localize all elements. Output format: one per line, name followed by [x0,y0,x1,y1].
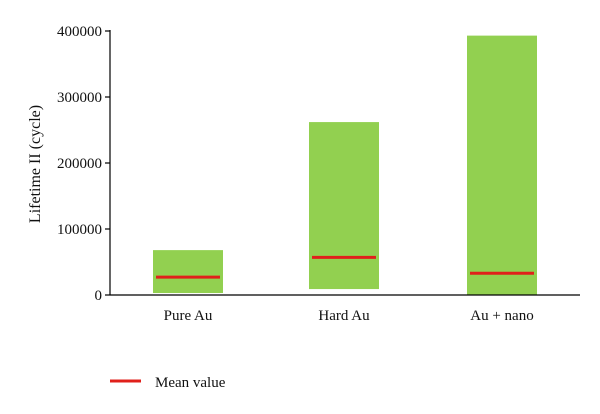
x-tick-label: Au + nano [470,308,533,324]
bars-group [153,35,537,296]
legend-mean-label: Mean value [155,375,226,391]
x-tick-label: Pure Au [164,308,213,324]
range-bar-au-nano [467,35,537,296]
y-tick-label: 200000 [57,156,102,172]
mean-lines-group [156,255,534,279]
range-bar-pure-au [153,250,223,294]
x-labels-group: Pure Au Hard Au Au + nano [164,308,534,324]
y-tick-label: 300000 [57,90,102,106]
y-axis-title: Lifetime II (cycle) [27,105,44,223]
legend: Mean value [110,375,226,391]
y-ticks-group: 0 100000 200000 300000 400000 [57,24,110,304]
y-tick-label: 400000 [57,24,102,40]
x-tick-label: Hard Au [318,308,370,324]
y-tick-label: 0 [95,288,103,304]
range-bar-hard-au [309,122,379,290]
y-tick-label: 100000 [57,222,102,238]
